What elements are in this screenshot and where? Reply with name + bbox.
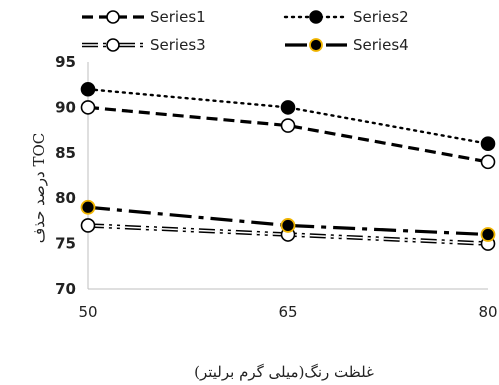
legend-label: Series2 [353, 8, 409, 26]
y-axis-label: درصد حذف TOC [30, 133, 48, 244]
series-line [87, 205, 489, 237]
series-line [86, 88, 490, 145]
data-point [80, 199, 96, 215]
series-line [87, 105, 489, 164]
axes: 70 75 80 85 90 95 50 65 80 [55, 53, 497, 321]
y-tick-label: 75 [55, 235, 76, 253]
data-point [480, 136, 496, 152]
legend-label: Series4 [353, 36, 409, 54]
y-tick-label: 70 [55, 280, 76, 298]
data-point [106, 10, 120, 24]
x-tick-label: 50 [78, 303, 97, 321]
y-tick-label: 90 [55, 98, 76, 116]
legend-item-2: Series2 [283, 8, 409, 26]
series-1 [80, 100, 496, 170]
y-tick-label: 95 [55, 53, 76, 71]
legend-item-1: Series1 [82, 8, 206, 26]
legend-label: Series3 [150, 36, 206, 54]
legend-item-4: Series4 [285, 36, 409, 54]
data-point [80, 81, 96, 97]
y-tick-label: 80 [55, 189, 76, 207]
y-tick-label: 85 [55, 144, 76, 162]
data-point [280, 118, 296, 133]
data-point [309, 10, 323, 24]
x-tick-label: 65 [278, 303, 297, 321]
series-2 [80, 81, 496, 152]
data-point [80, 100, 96, 115]
x-tick-label: 80 [478, 303, 497, 321]
data-point [480, 227, 496, 242]
series-layer [80, 81, 496, 251]
x-axis-label: غلظت رنگ(میلی گرم برلیتر) [194, 363, 374, 381]
data-point [480, 154, 496, 170]
data-point [280, 100, 296, 115]
data-point [106, 38, 120, 52]
series-4 [80, 199, 496, 242]
data-point [80, 218, 96, 233]
legend-item-3: Series3 [82, 36, 206, 54]
legend-label: Series1 [150, 8, 206, 26]
data-point [280, 218, 296, 233]
data-point [309, 38, 323, 52]
legend: Series1 Series2 Series3 Series4 [82, 8, 409, 54]
